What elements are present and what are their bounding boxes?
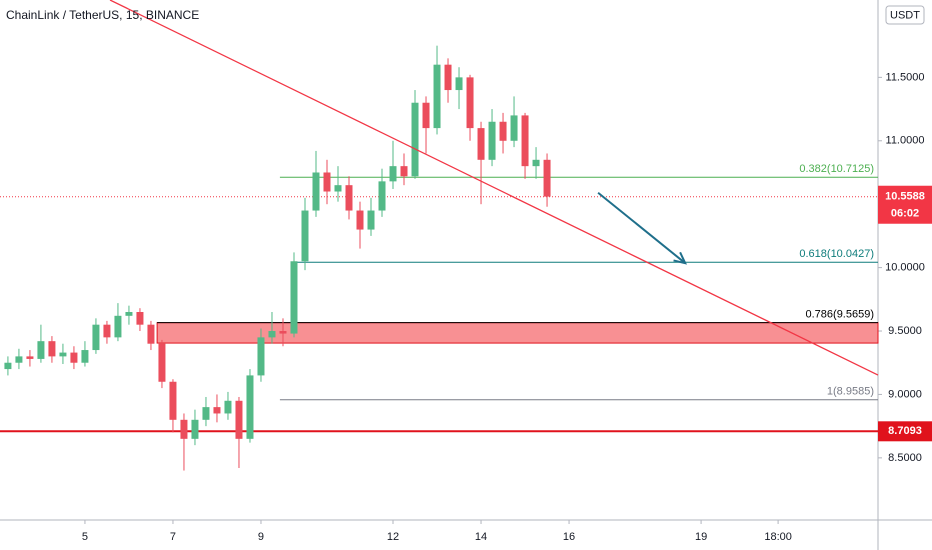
candle-body <box>312 172 320 211</box>
candle-body <box>15 356 23 363</box>
candle-body <box>400 166 408 177</box>
candle-body <box>433 64 441 129</box>
candle-body <box>92 324 100 351</box>
arrow-head <box>673 251 688 265</box>
trend-line <box>109 0 879 376</box>
candle-body <box>257 337 265 376</box>
candle-body <box>532 159 540 167</box>
x-tick-label: 12 <box>387 531 399 543</box>
candle-body <box>345 185 353 211</box>
x-tick-label: 19 <box>695 531 707 543</box>
y-tick-label: 11.0000 <box>886 135 925 147</box>
candle-body <box>334 185 342 192</box>
candle-body <box>81 350 89 363</box>
currency[interactable]: USDT <box>890 9 920 21</box>
chart-title: ChainLink / TetherUS, 15, BINANCE <box>6 8 199 22</box>
fib-label: 0.618(10.0427) <box>799 248 874 260</box>
fib-label: 1(8.9585) <box>827 386 874 398</box>
candle-body <box>389 166 397 182</box>
arrow-line <box>597 192 686 264</box>
candle-body <box>136 312 144 325</box>
candle-body <box>169 381 177 420</box>
y-tick-label: 11.5000 <box>886 71 925 83</box>
countdown-label: 06:02 <box>891 208 919 220</box>
y-tick-label: 10.0000 <box>885 262 925 274</box>
candle-body <box>70 352 78 363</box>
candle-body <box>378 181 386 211</box>
candle-body <box>4 362 12 370</box>
candle-body <box>499 121 507 141</box>
candle-body <box>422 102 430 129</box>
candle-body <box>125 312 133 316</box>
candle-body <box>246 375 254 439</box>
x-tick-label: 18:00 <box>764 531 792 543</box>
candle-body <box>224 400 232 414</box>
support-price-box <box>878 421 932 442</box>
candle-body <box>356 210 364 230</box>
candle-body <box>147 324 155 344</box>
candle-body <box>103 324 111 338</box>
currency-box[interactable] <box>885 5 925 25</box>
candle-body <box>411 102 419 177</box>
y-tick-label: 9.0000 <box>888 388 922 400</box>
last-price-label: 10.5588 <box>885 191 925 203</box>
candle-body <box>488 121 496 160</box>
candle-body <box>268 331 276 338</box>
candle-body <box>543 159 551 197</box>
candle-body <box>37 341 45 359</box>
candle-body <box>26 356 34 359</box>
candle-body <box>477 128 485 160</box>
candle-body <box>444 64 452 91</box>
candle-body <box>202 407 210 420</box>
y-tick-label: 9.5000 <box>888 325 922 337</box>
candle-body <box>180 419 188 439</box>
candle-body <box>235 400 243 439</box>
x-tick-label: 14 <box>475 531 487 543</box>
fib-label: 0.382(10.7125) <box>799 163 874 175</box>
candle-body <box>279 331 287 334</box>
candle-body <box>510 115 518 141</box>
candle-body <box>466 77 474 129</box>
x-tick-label: 16 <box>563 531 575 543</box>
zone <box>156 322 879 344</box>
candle-body <box>367 210 375 230</box>
candle-body <box>290 261 298 334</box>
candle-body <box>191 419 199 439</box>
candle-body <box>301 210 309 262</box>
candle-body <box>59 352 67 357</box>
candle-body <box>521 115 529 167</box>
fib-label: 0.786(9.5659) <box>806 309 875 321</box>
x-tick-label: 9 <box>258 531 264 543</box>
candle-body <box>48 341 56 357</box>
x-tick-label: 5 <box>82 531 88 543</box>
last-price-box <box>878 185 932 224</box>
x-tick-label: 7 <box>170 531 176 543</box>
candle-body <box>323 172 331 192</box>
candle-body <box>114 315 122 338</box>
y-tick-label: 8.5000 <box>888 452 922 464</box>
candle-body <box>213 407 221 414</box>
candle-body <box>455 77 463 91</box>
support-price-label: 8.7093 <box>888 425 922 437</box>
candle-body <box>158 343 166 382</box>
